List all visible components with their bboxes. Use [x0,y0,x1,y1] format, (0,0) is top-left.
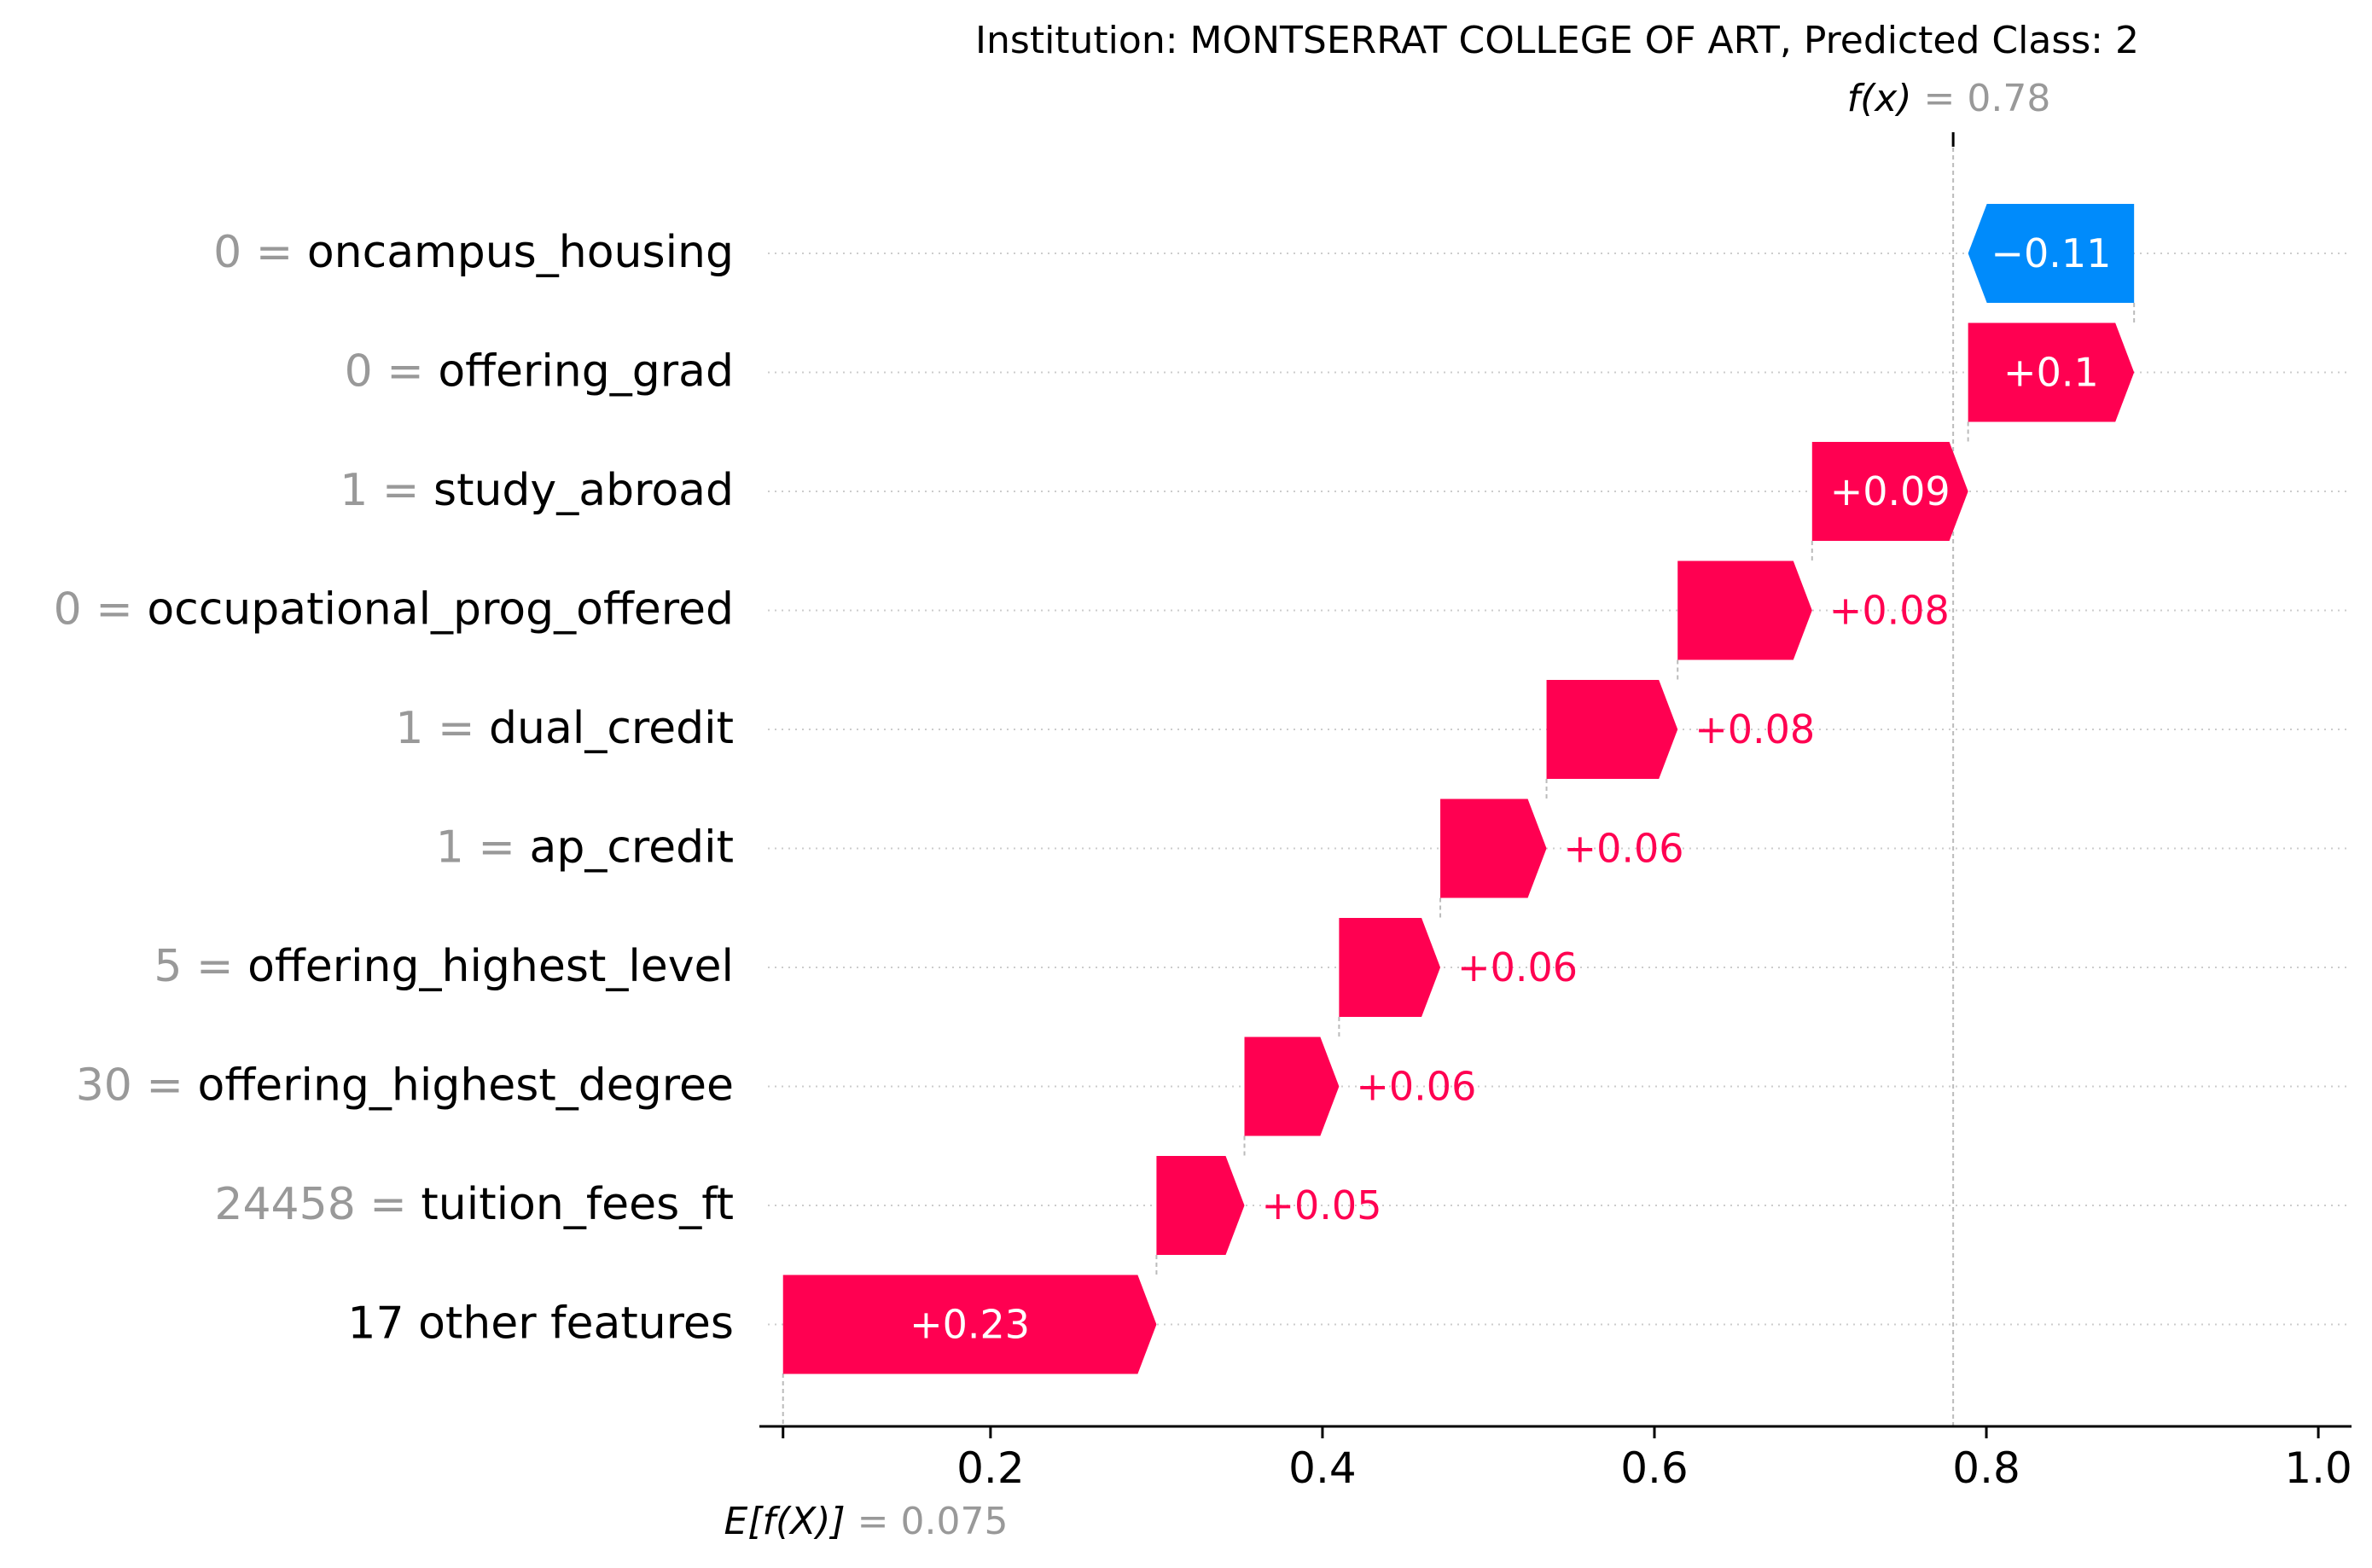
contribution-bar [1244,1037,1340,1136]
feature-name: oncampus_housing [307,227,734,278]
feature-name: 17 other features [347,1298,734,1350]
feature-label: 5 = offering_highest_level [154,941,734,992]
contribution-label: +0.08 [1829,588,1950,634]
contribution-label: +0.06 [1356,1064,1476,1110]
contribution-bar [1546,680,1678,779]
feature-name: occupational_prog_offered [147,584,734,636]
feature-name: offering_grad [438,346,734,398]
feature-label: 1 = ap_credit [436,822,734,874]
x-tick-label: 0.8 [1952,1443,2020,1493]
feature-value: 1 = [436,822,530,874]
contribution-bar [1339,918,1441,1017]
feature-label: 1 = dual_credit [395,703,734,754]
contribution-bar [1677,560,1812,660]
fx-value: 0.78 [1967,77,2050,120]
contribution-label: +0.1 [2003,350,2099,396]
feature-value: 30 = [76,1060,198,1112]
feature-name: offering_highest_level [247,941,734,992]
x-axis: 0.2 0.4 0.6 0.8 1.0 [759,1425,2352,1493]
feature-name: study_abroad [433,465,734,516]
feature-name: ap_credit [529,822,734,874]
feature-label: 24458 = tuition_fees_ft [214,1179,734,1230]
feature-label: 30 = offering_highest_degree [76,1060,734,1112]
feature-label: 0 = occupational_prog_offered [54,584,734,636]
feature-value: 1 = [395,703,489,754]
feature-labels: 0 = oncampus_housing −0.11 0 = offering_gr… [54,227,2112,1350]
feature-value: 0 = [54,584,148,636]
ex-value: 0.075 [901,1500,1009,1543]
fx-label: f(x) [1847,77,1912,120]
x-tick-label: 0.4 [1288,1443,1357,1493]
guide-lines [782,132,2136,1426]
contribution-bar [1440,799,1547,898]
feature-value: 0 = [345,346,439,398]
feature-value: 24458 = [214,1179,421,1230]
x-tick-label: 1.0 [2284,1443,2352,1493]
contribution-bar [1811,442,1968,541]
contribution-bar [1968,322,2135,422]
contribution-bar [1968,204,2135,303]
feature-value: 5 = [154,941,247,992]
feature-value: 1 = [340,465,433,516]
contribution-label: +0.23 [910,1302,1030,1348]
ex-equals: = [858,1500,901,1543]
fx-annotation: f(x) = 0.78 [1847,77,2051,120]
contribution-label: +0.06 [1564,826,1684,872]
feature-label: 1 = study_abroad [340,465,734,516]
contribution-bars [782,204,2135,1374]
feature-name: offering_highest_degree [198,1060,735,1112]
contribution-label: +0.06 [1457,944,1578,990]
feature-name: tuition_fees_ft [421,1179,734,1230]
feature-label: 0 = offering_grad [345,346,734,398]
contribution-label: +0.08 [1695,706,1815,752]
contribution-label: +0.05 [1262,1182,1382,1228]
ex-annotation: E[f(X)] = 0.075 [724,1500,1009,1543]
contribution-label: +0.09 [1830,468,1951,514]
contribution-label: −0.11 [1991,230,2111,276]
contribution-bar [782,1275,1157,1374]
feature-label: 17 other features [347,1298,734,1350]
chart-title: Institution: MONTSERRAT COLLEGE OF ART, … [975,19,2139,62]
feature-value: 0 = [213,227,307,278]
fx-equals: = [1924,77,1968,120]
contribution-bar [1156,1156,1245,1255]
x-tick-label: 0.2 [956,1443,1025,1493]
x-tick-label: 0.6 [1620,1443,1689,1493]
feature-name: dual_credit [489,703,734,754]
ex-label: E[f(X)] [724,1500,846,1543]
feature-label: 0 = oncampus_housing [213,227,734,278]
